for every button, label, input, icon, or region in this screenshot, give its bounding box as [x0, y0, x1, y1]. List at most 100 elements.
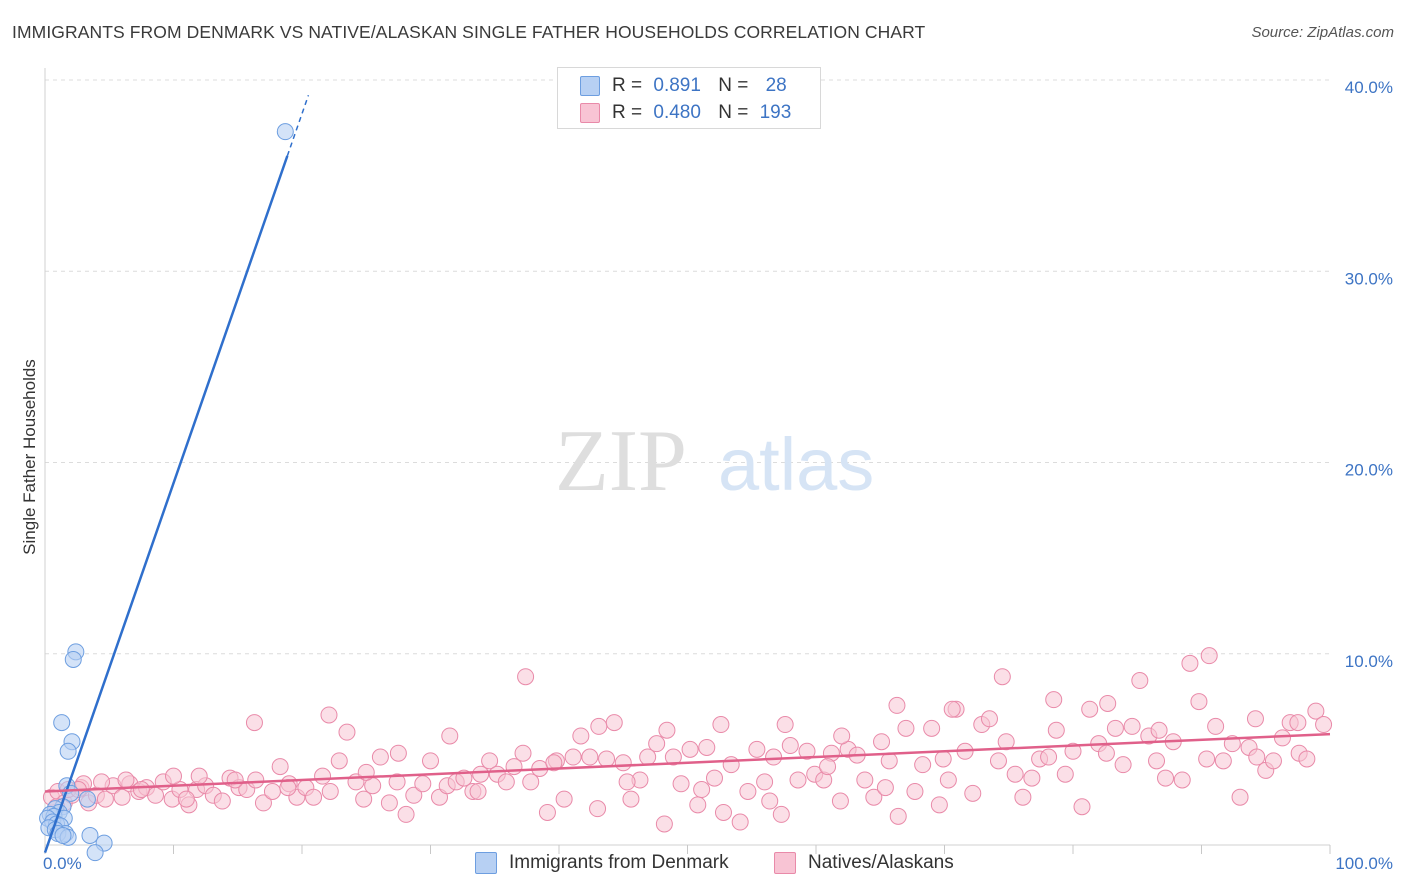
trend-lines [43, 95, 1331, 854]
natives-point [247, 771, 265, 789]
denmark-point [86, 844, 104, 862]
natives-point [943, 700, 961, 718]
natives-point [397, 805, 415, 823]
natives-point [1073, 798, 1091, 816]
natives-point [964, 784, 982, 802]
natives-point [320, 706, 338, 724]
legend-swatch-pink [580, 103, 600, 123]
natives-point [481, 752, 499, 770]
series-legend: Immigrants from Denmark Natives/Alaskans [0, 851, 1406, 877]
legend-swatch-blue [580, 76, 600, 96]
series-swatch-pink [774, 852, 796, 874]
y-tick-label: 10.0% [1345, 652, 1393, 671]
natives-point [589, 800, 607, 818]
natives-point [330, 752, 348, 770]
natives-point [497, 773, 515, 791]
natives-point [934, 750, 952, 768]
natives-point [655, 815, 673, 833]
natives-point [1097, 744, 1115, 762]
natives-point [226, 771, 244, 789]
series-swatch-blue [475, 852, 497, 874]
legend-r-label: R = [612, 75, 643, 96]
natives-point [1190, 693, 1208, 711]
natives-point [1173, 771, 1191, 789]
x-tick-label-min: 0.0% [43, 854, 82, 873]
natives-point [658, 721, 676, 739]
natives-point [765, 748, 783, 766]
natives-point [993, 668, 1011, 686]
legend-n-value: 193 [759, 102, 792, 123]
natives-point [388, 773, 406, 791]
denmark-trend-line [43, 155, 289, 854]
grid [45, 79, 1330, 655]
natives-point [405, 786, 423, 804]
natives-point [756, 773, 774, 791]
natives-point [1056, 765, 1074, 783]
denmark-point [59, 742, 77, 760]
natives-point [1200, 647, 1218, 665]
natives-point [689, 796, 707, 814]
natives-point [545, 754, 563, 772]
natives-point [714, 803, 732, 821]
natives-point [581, 748, 599, 766]
series-label-natives: Natives/Alaskans [808, 852, 954, 873]
natives-point [1289, 714, 1307, 732]
natives-point [980, 710, 998, 728]
natives-point [1023, 769, 1041, 787]
natives-point [1264, 752, 1282, 770]
natives-point [1181, 654, 1199, 672]
natives-point [618, 773, 636, 791]
natives-point [672, 775, 690, 793]
denmark-point [54, 826, 72, 844]
denmark-point [53, 714, 71, 732]
natives-point [271, 758, 289, 776]
natives-point [772, 805, 790, 823]
natives-point [1099, 694, 1117, 712]
natives-point [781, 737, 799, 755]
natives-point [422, 752, 439, 770]
natives-point [1148, 752, 1166, 770]
natives-point [254, 794, 272, 812]
natives-point [605, 714, 623, 732]
y-axis-label: Single Father Households [20, 359, 39, 555]
natives-point [923, 719, 941, 737]
natives-point [338, 723, 356, 741]
natives-alaskans-points [42, 647, 1333, 833]
watermark-atlas: atlas [718, 423, 874, 506]
natives-point [1214, 752, 1232, 770]
natives-point [469, 782, 487, 800]
natives-point [876, 779, 894, 797]
natives-point [380, 794, 398, 812]
natives-point [598, 750, 616, 768]
natives-point [1131, 672, 1149, 690]
natives-point [514, 744, 532, 762]
natives-trend-line [44, 732, 1331, 793]
natives-point [414, 775, 432, 793]
natives-point [371, 748, 389, 766]
natives-point [1298, 750, 1316, 768]
natives-point [693, 781, 711, 799]
natives-point [1123, 717, 1141, 735]
natives-point [590, 717, 608, 735]
natives-point [731, 813, 749, 831]
natives-point [1045, 691, 1063, 709]
natives-point [1307, 702, 1325, 720]
natives-point [517, 668, 535, 686]
natives-point [355, 790, 373, 808]
natives-point [798, 742, 816, 760]
natives-point [939, 771, 957, 789]
natives-point [712, 716, 730, 734]
natives-point [889, 807, 907, 825]
natives-point [263, 782, 281, 800]
natives-point [132, 781, 150, 799]
natives-point [190, 767, 208, 785]
chart-title: IMMIGRANTS FROM DENMARK VS NATIVE/ALASKA… [12, 22, 926, 42]
natives-point [1315, 716, 1333, 734]
denmark-point [81, 826, 99, 844]
natives-point [989, 752, 1007, 770]
natives-point [117, 771, 135, 789]
natives-point [96, 790, 114, 808]
natives-point [389, 744, 407, 762]
correlation-legend: R = 0.891 N = 28 R = 0.480 N = 193 [557, 67, 821, 129]
natives-point [681, 740, 699, 758]
